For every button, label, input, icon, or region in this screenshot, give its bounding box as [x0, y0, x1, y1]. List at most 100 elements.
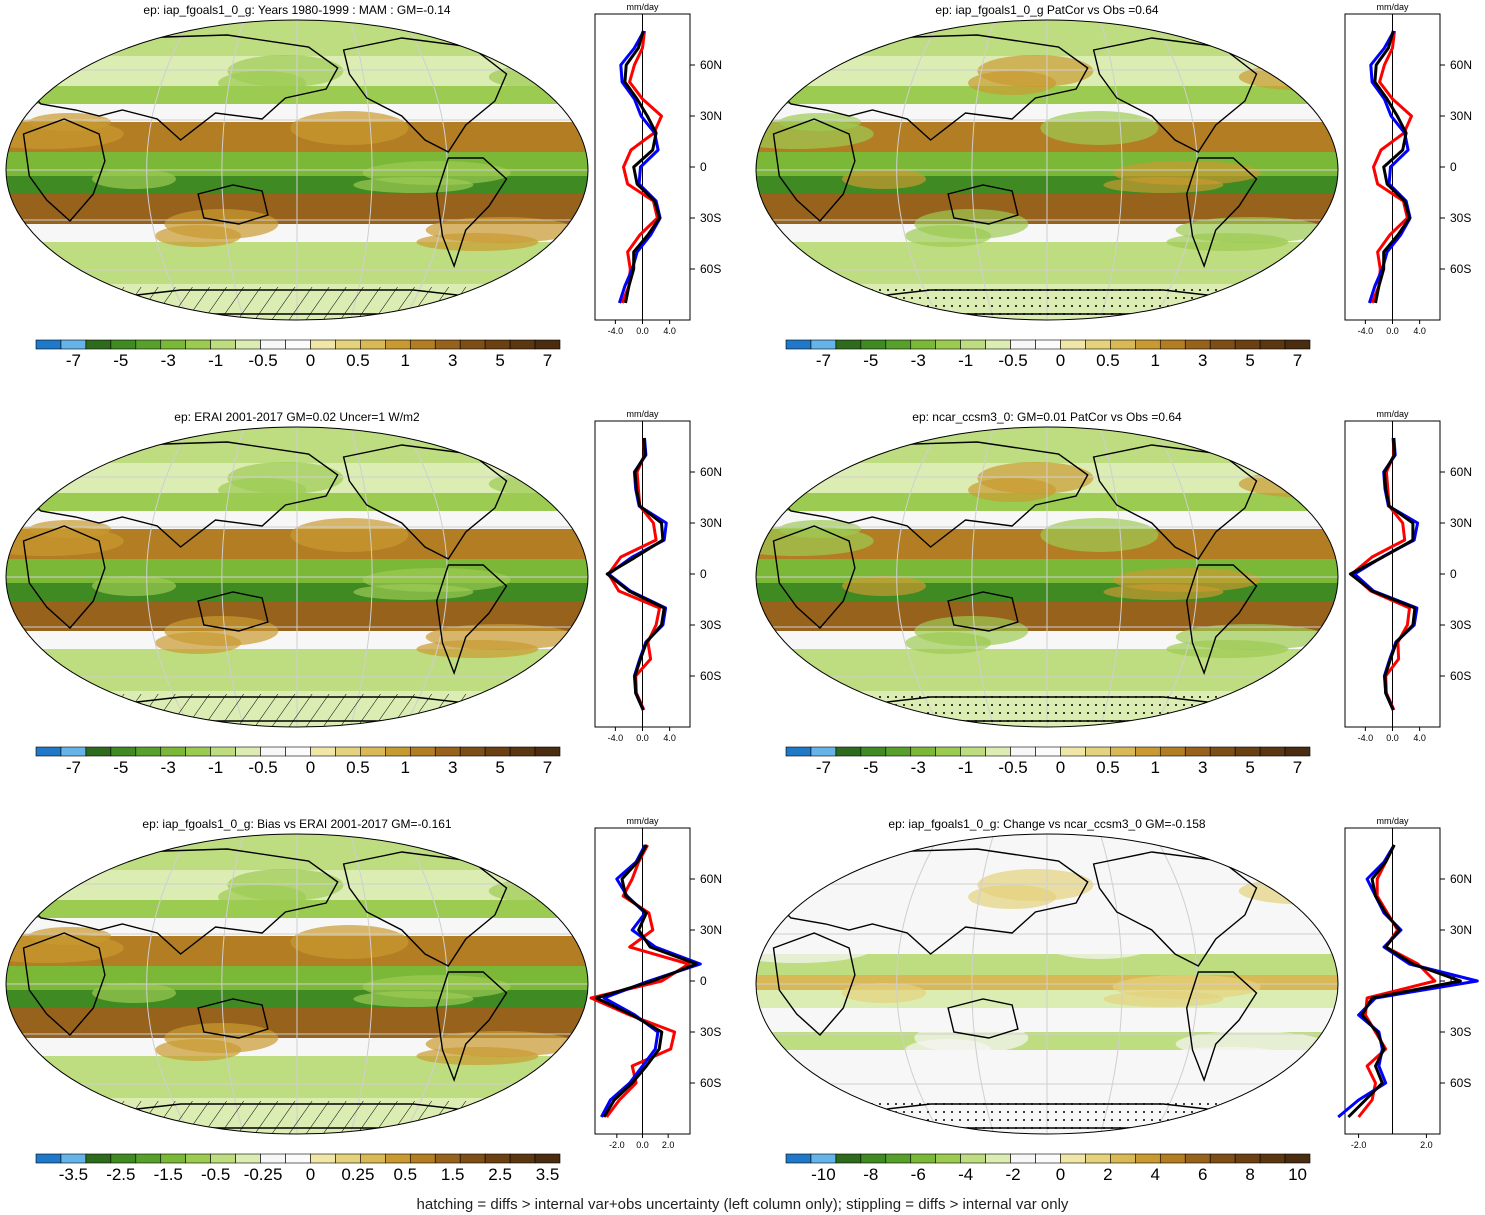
colorbar-label: -3.5: [59, 1165, 88, 1184]
colorbar-swatch: [409, 746, 436, 757]
coastline-europeAsia: [766, 848, 1089, 955]
colorbar-swatch: [1060, 746, 1086, 757]
colorbar-label: 0: [1056, 351, 1065, 370]
colorbar-swatch: [1135, 339, 1161, 350]
colorbar-swatch: [835, 746, 862, 757]
colorbar-swatch: [910, 746, 937, 757]
colorbar-swatch: [1135, 746, 1161, 757]
colorbar-swatch: [1159, 1153, 1186, 1164]
colorbar-swatch: [509, 1153, 536, 1164]
zonal-curve-ref: [1347, 844, 1462, 1119]
colorbar-swatch: [385, 1153, 411, 1164]
panel-title: ep: iap_fgoals1_0_g PatCor vs Obs =0.64: [935, 3, 1159, 17]
zonal-x-tick: -2.0: [1351, 1140, 1367, 1150]
zonal-x-tick: -4.0: [1358, 326, 1374, 336]
colorbar-label: 3: [1198, 351, 1207, 370]
colorbar-label: 3: [448, 351, 457, 370]
map-anomaly: [290, 111, 409, 145]
colorbar-swatch: [1284, 339, 1311, 350]
zonal-lat-label: 60N: [700, 465, 722, 479]
colorbar-swatch: [235, 746, 261, 757]
zonal-lat-label: 0: [700, 567, 707, 581]
colorbar-swatch: [910, 1153, 937, 1164]
zonal-curve-obs: [589, 844, 691, 1118]
colorbar-label: -1: [208, 351, 223, 370]
colorbar-swatch: [285, 1153, 311, 1164]
colorbar-swatch: [459, 1153, 486, 1164]
colorbar-label: -5: [113, 351, 128, 370]
colorbar-swatch: [35, 339, 62, 350]
colorbar-label: -0.5: [248, 351, 277, 370]
colorbar-swatch: [985, 1153, 1011, 1164]
map-outline: [5, 426, 589, 728]
colorbar-swatch: [1284, 746, 1311, 757]
colorbar-swatch: [1184, 746, 1211, 757]
colorbar-label: 0: [1056, 758, 1065, 777]
colorbar-swatch: [260, 746, 286, 757]
map-anomaly: [905, 632, 992, 654]
colorbar-label: 0: [1056, 1165, 1065, 1184]
map-anomaly: [155, 225, 242, 247]
colorbar-swatch: [160, 746, 187, 757]
colorbar-swatch: [135, 1153, 162, 1164]
zonal-x-tick: 2.0: [662, 1140, 675, 1150]
coastline-australia: [197, 591, 269, 632]
coastline-africa: [22, 525, 106, 629]
colorbar-swatch: [1259, 1153, 1286, 1164]
coastline-europeAsia: [766, 441, 1089, 548]
colorbar-label: -4: [958, 1165, 973, 1184]
colorbar-swatch: [1209, 746, 1236, 757]
colorbar-label: -2.5: [106, 1165, 135, 1184]
colorbar-swatch: [434, 1153, 461, 1164]
colorbar-swatch: [385, 746, 411, 757]
map-panel: ep: iap_fgoals1_0_g: Change vs ncar_ccsm…: [750, 814, 1485, 1214]
colorbar-label: 0: [306, 758, 315, 777]
colorbar-swatch: [210, 746, 236, 757]
colorbar-swatch: [185, 1153, 211, 1164]
colorbar-swatch: [160, 339, 187, 350]
map-anomaly: [842, 983, 927, 1003]
colorbar-label: 0: [306, 351, 315, 370]
map-field: [6, 834, 588, 1134]
coastline-africa: [772, 525, 856, 629]
colorbar-label: -0.25: [244, 1165, 283, 1184]
colorbar-swatch: [1110, 746, 1136, 757]
colorbar-label: 7: [1293, 351, 1302, 370]
zonal-units: mm/day: [626, 816, 659, 826]
colorbar-label: 5: [1245, 758, 1254, 777]
hatching-region: [75, 1101, 519, 1134]
colorbar-swatch: [484, 339, 511, 350]
colorbar-swatch: [960, 339, 986, 350]
colorbar-label: -1: [958, 758, 973, 777]
colorbar-swatch: [1209, 1153, 1236, 1164]
colorbar-label: -3: [161, 351, 176, 370]
colorbar-swatch: [935, 746, 961, 757]
colorbar-swatch: [1234, 339, 1261, 350]
colorbar-swatch: [60, 746, 87, 757]
colorbar-swatch: [810, 1153, 837, 1164]
zonal-curve-ref: [623, 30, 661, 304]
colorbar-label: 3.5: [536, 1165, 560, 1184]
colorbar-swatch: [1035, 1153, 1061, 1164]
map-field: [756, 834, 1338, 1134]
colorbar-label: -1.5: [154, 1165, 183, 1184]
zonal-curve-ref: [605, 437, 666, 711]
colorbar-swatch: [235, 1153, 261, 1164]
zonal-lat-label: 60S: [1450, 262, 1471, 276]
colorbar-swatch: [434, 746, 461, 757]
colorbar-swatch: [360, 1153, 386, 1164]
footer-note: hatching = diffs > internal var+obs unce…: [416, 1196, 1069, 1213]
colorbar-swatch: [860, 339, 887, 350]
colorbar-swatch: [60, 1153, 87, 1164]
zonal-x-tick: 0.0: [636, 326, 649, 336]
colorbar-swatch: [1010, 1153, 1036, 1164]
colorbar-swatch: [785, 1153, 812, 1164]
colorbar-label: -2: [1006, 1165, 1021, 1184]
colorbar-swatch: [935, 339, 961, 350]
colorbar-swatch: [1110, 339, 1136, 350]
zonal-curve-obs: [620, 30, 663, 304]
colorbar-swatch: [85, 339, 112, 350]
panel-graphics: -10 -8 -6 -4 -2 0 2 4 6 8 10mm/day60N30N030S60S-2.…: [755, 816, 1479, 1184]
colorbar-label: -5: [863, 758, 878, 777]
colorbar-swatch: [534, 746, 561, 757]
